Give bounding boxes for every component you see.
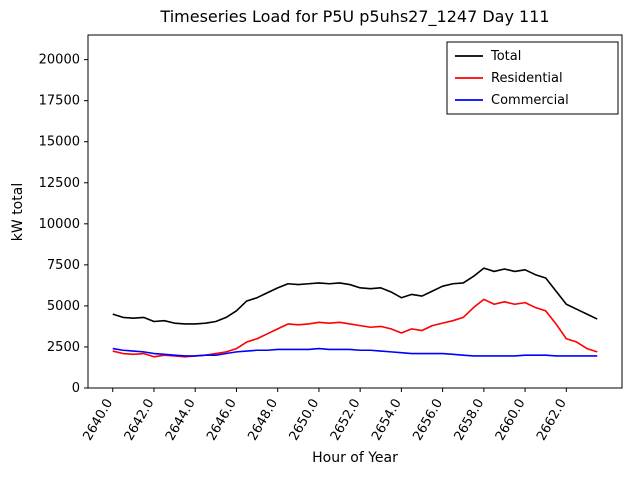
x-tick-label: 2640.0 [80, 397, 116, 444]
legend-label-residential: Residential [491, 71, 563, 86]
x-tick-label: 2654.0 [369, 397, 405, 444]
y-tick-label: 12500 [39, 176, 80, 191]
y-tick-label: 10000 [39, 217, 80, 232]
y-tick-label: 15000 [39, 135, 80, 150]
legend: Total Residential Commercial [446, 41, 619, 115]
x-axis-label: Hour of Year [312, 450, 398, 466]
axes-spines [87, 34, 623, 389]
x-tick-label: 2646.0 [204, 397, 240, 444]
x-tick-label: 2662.0 [534, 397, 570, 444]
x-tick-label: 2648.0 [245, 397, 281, 444]
y-tick-label: 2500 [47, 340, 80, 355]
y-tick-label: 7500 [47, 258, 80, 273]
data-series-lines [112, 267, 598, 358]
legend-label-commercial: Commercial [491, 93, 569, 108]
y-tick-label: 17500 [39, 94, 80, 109]
legend-label-total: Total [490, 49, 521, 64]
x-tick-label: 2650.0 [287, 397, 323, 444]
series-line-total [112, 267, 598, 325]
x-tick-label: 2660.0 [493, 397, 529, 444]
x-tick-label: 2652.0 [328, 397, 364, 444]
x-tick-label: 2658.0 [452, 396, 488, 443]
x-tick-label: 2656.0 [410, 397, 446, 444]
y-tick-label: 20000 [39, 53, 80, 68]
y-tick-label: 5000 [47, 299, 80, 314]
x-tick-label: 2644.0 [163, 397, 199, 444]
series-line-commercial [112, 347, 598, 357]
chart-title: Timeseries Load for P5U p5uhs27_1247 Day… [159, 7, 549, 27]
y-tick-label: 0 [72, 381, 80, 396]
x-tick-label: 2642.0 [122, 397, 158, 444]
y-axis-label: kW total [10, 183, 26, 241]
